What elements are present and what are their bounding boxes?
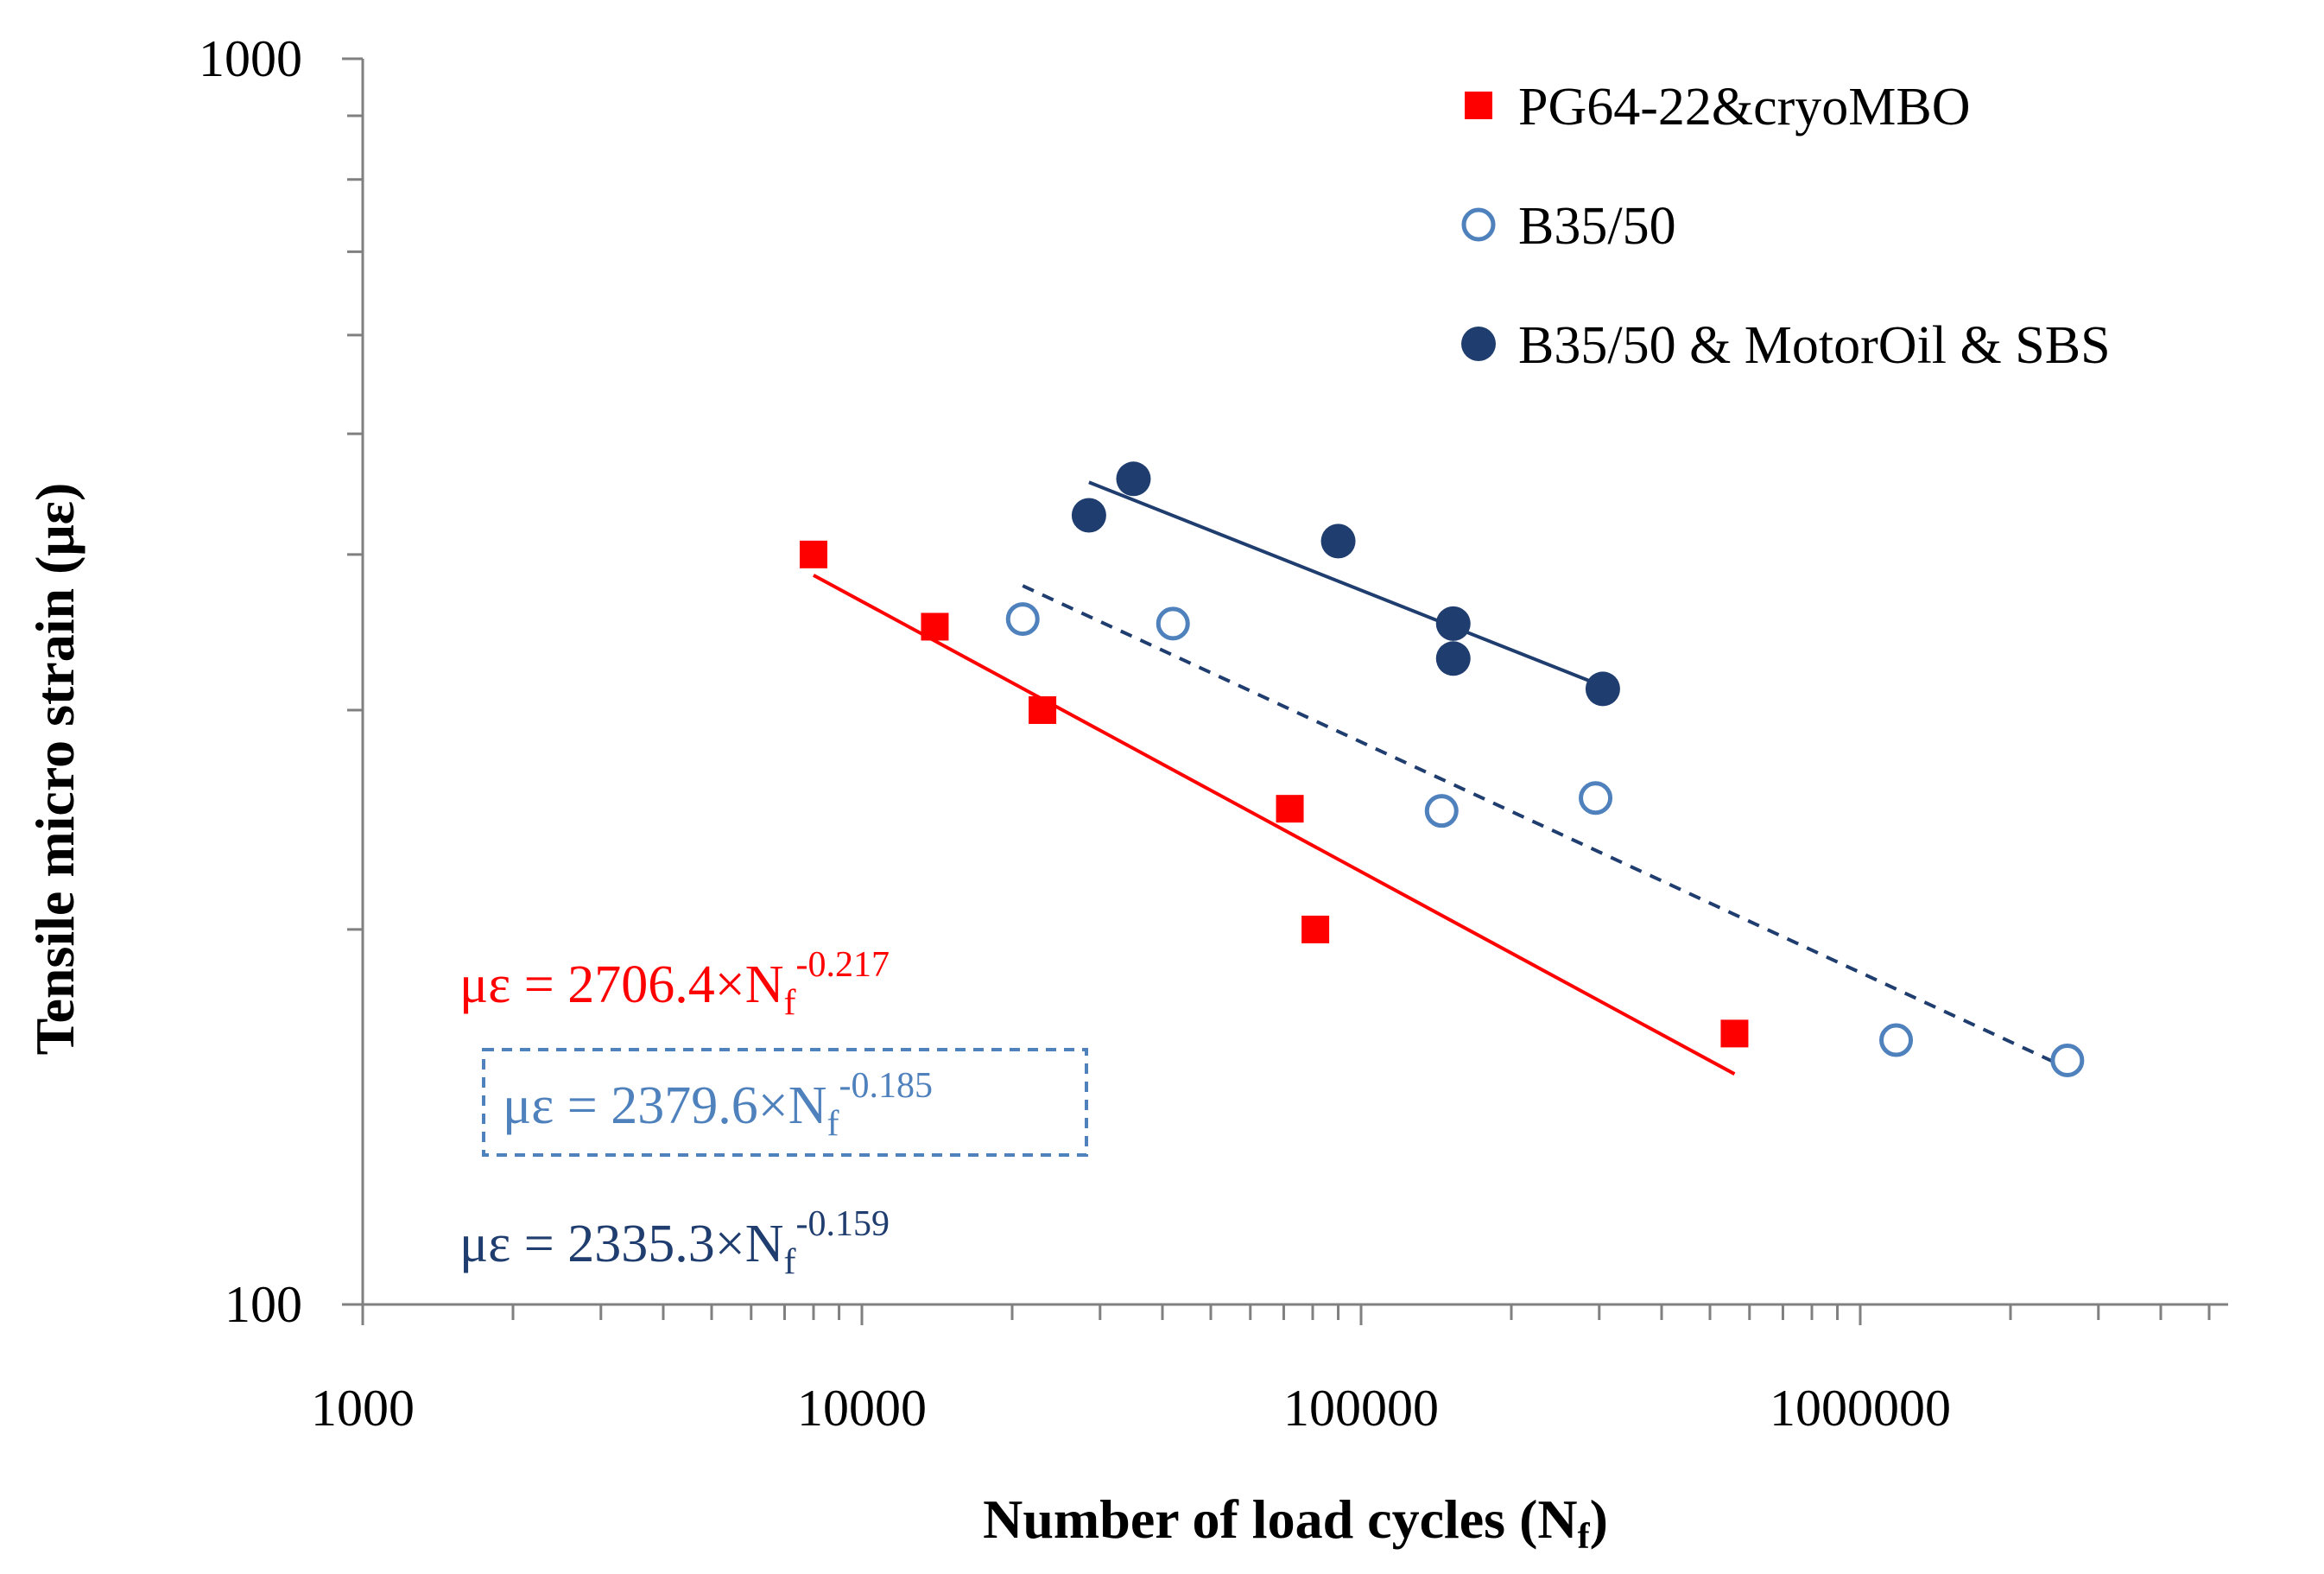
y-tick-label: 1000 — [199, 30, 302, 87]
equation-main: με = 2706.4×N — [459, 955, 783, 1014]
trend-line-2 — [1022, 584, 2068, 1070]
legend: PG64-22&cryoMBO B35/50 B35/50 & MotorOil &… — [1461, 78, 2111, 375]
x-axis-title-close: ) — [1590, 1488, 1608, 1550]
equation-subscript: f — [783, 983, 795, 1023]
data-point-series-1 — [1276, 795, 1304, 823]
data-point-series-3 — [1435, 606, 1471, 641]
x-axis-title-subscript: f — [1578, 1517, 1591, 1557]
data-point-series-1 — [1029, 695, 1057, 724]
x-tick-label: 100000 — [1283, 1380, 1439, 1437]
data-point-series-3 — [1435, 641, 1471, 676]
x-tick-label: 1000000 — [1770, 1380, 1951, 1437]
equation-subscript: f — [826, 1104, 839, 1144]
equation-2: με = 2379.6×Nf-0.185 — [503, 1066, 933, 1144]
data-point-series-1 — [921, 612, 949, 641]
trend-lines — [813, 480, 2068, 1076]
data-point-series-2 — [1156, 606, 1190, 641]
data-point-series-2 — [1005, 602, 1040, 637]
trend-line-3 — [1088, 480, 1604, 689]
equation-exponent: -0.159 — [795, 1204, 890, 1244]
axes — [361, 59, 2228, 1306]
data-points — [799, 461, 2085, 1078]
equation-exponent: -0.185 — [839, 1066, 933, 1106]
data-point-series-2 — [1424, 794, 1459, 828]
data-point-series-3 — [1071, 498, 1106, 533]
equation-subscript: f — [783, 1242, 795, 1282]
legend-label-1: PG64-22&cryoMBO — [1518, 78, 1971, 136]
equation-box — [482, 1048, 1088, 1157]
equation-3: με = 2335.3×Nf-0.159 — [459, 1204, 890, 1282]
data-point-series-3 — [1116, 461, 1151, 497]
data-point-series-3 — [1320, 524, 1356, 559]
equation-main: με = 2335.3×N — [459, 1215, 783, 1273]
legend-label-2: B35/50 — [1518, 197, 1676, 256]
legend-marker-2 — [1461, 207, 1496, 242]
data-point-series-3 — [1585, 671, 1620, 707]
data-point-series-2 — [2050, 1044, 2085, 1078]
legend-marker-3 — [1461, 327, 1496, 361]
x-axis-title-main: Number of load cycles (N — [983, 1488, 1578, 1550]
x-axis-title: Number of load cycles (Nf) — [983, 1488, 1608, 1557]
trend-line-1 — [813, 574, 1736, 1076]
y-axis-title: Tensile micro strain (με) — [24, 483, 85, 1056]
y-tick-label: 100 — [225, 1276, 302, 1333]
equation-main: με = 2379.6×N — [503, 1076, 826, 1135]
legend-label-3: B35/50 & MotorOil & SBS — [1518, 316, 2111, 375]
legend-marker-1 — [1465, 92, 1492, 119]
x-tick-label: 10000 — [797, 1380, 927, 1437]
data-point-series-2 — [1579, 781, 1613, 816]
data-point-series-1 — [799, 540, 827, 568]
ticks — [342, 57, 2211, 1325]
data-point-series-2 — [1879, 1023, 1914, 1057]
data-point-series-1 — [1301, 915, 1330, 943]
equation-1: με = 2706.4×Nf-0.217 — [459, 945, 890, 1023]
data-point-series-1 — [1720, 1019, 1749, 1048]
x-tick-label: 1000 — [311, 1380, 415, 1437]
equation-exponent: -0.217 — [795, 945, 890, 985]
